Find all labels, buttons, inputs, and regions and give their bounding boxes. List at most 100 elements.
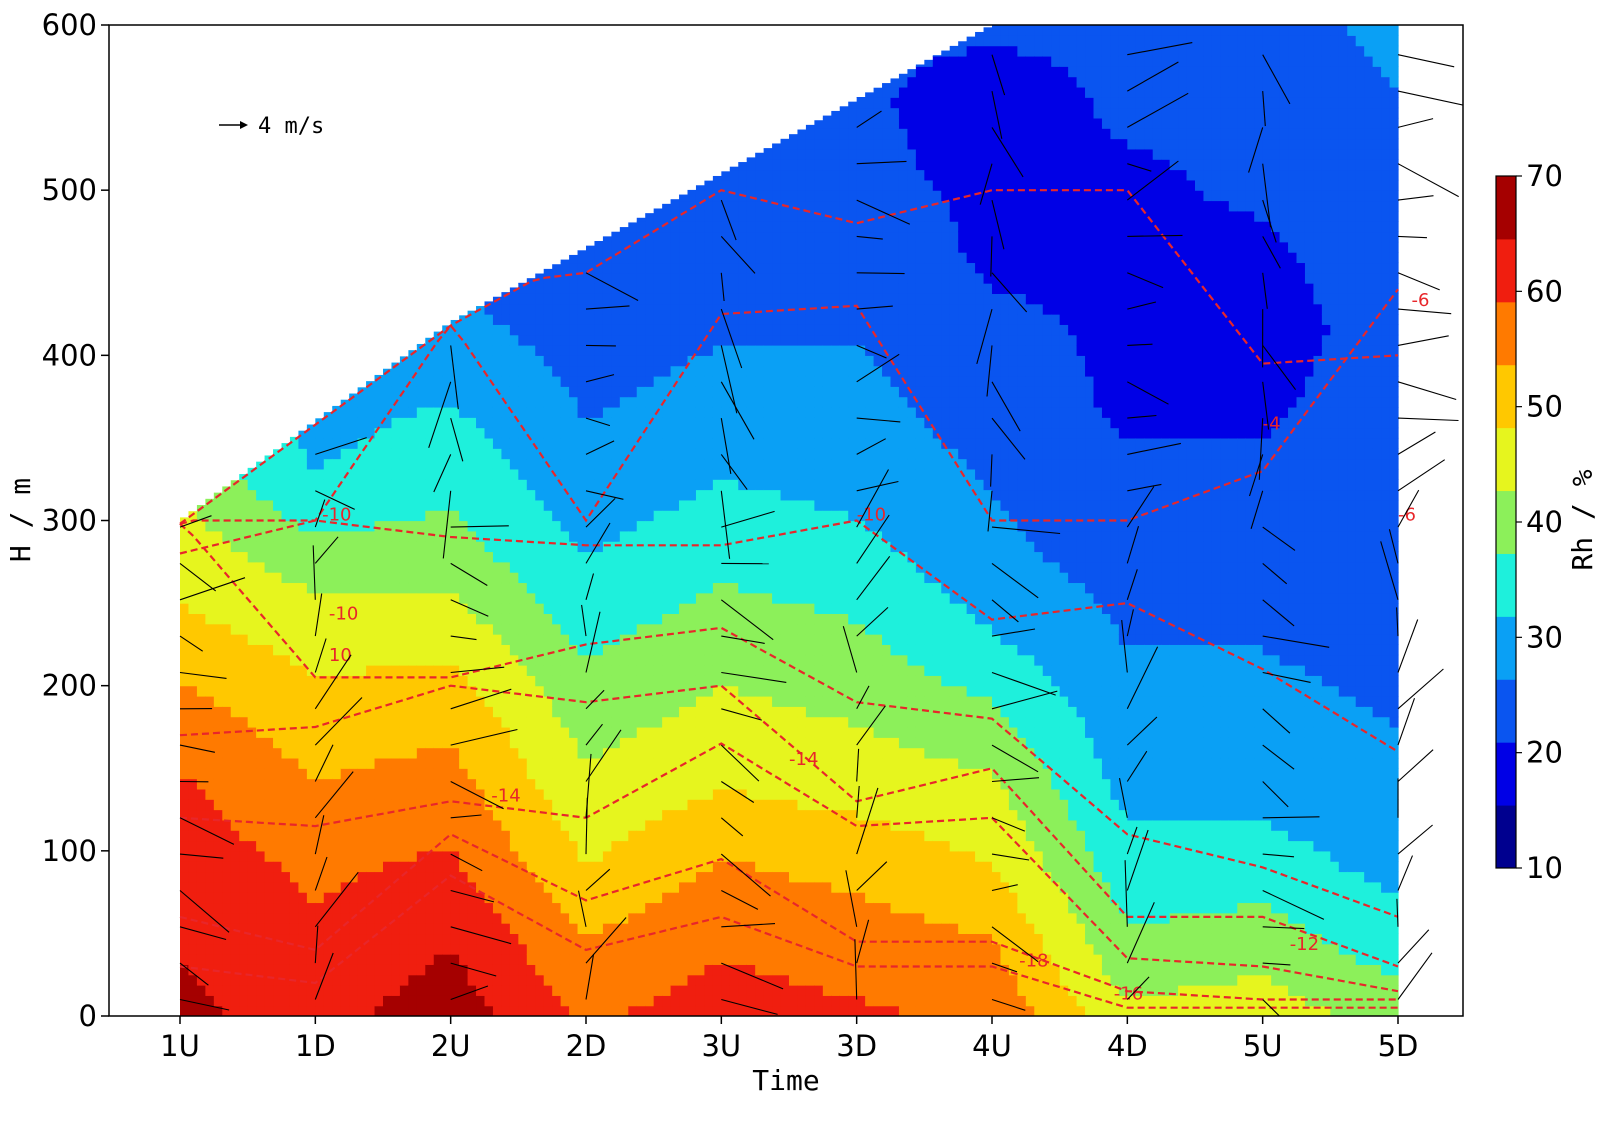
rh-cell bbox=[721, 892, 731, 904]
rh-cell bbox=[366, 386, 376, 398]
rh-cell bbox=[509, 592, 519, 604]
rh-cell bbox=[662, 520, 672, 532]
rh-cell bbox=[628, 345, 638, 356]
rh-cell bbox=[602, 799, 612, 811]
rh-cell bbox=[653, 324, 663, 336]
rh-cell bbox=[569, 365, 579, 377]
rh-cell bbox=[721, 871, 731, 883]
rh-cell bbox=[391, 778, 401, 790]
rh-cell bbox=[526, 582, 536, 594]
rh-cell bbox=[755, 499, 765, 511]
rh-cell bbox=[619, 448, 629, 460]
rh-cell bbox=[518, 386, 528, 398]
rh-cell bbox=[213, 665, 223, 676]
rh-cell bbox=[501, 489, 511, 501]
rh-cell bbox=[535, 768, 545, 780]
rh-cell bbox=[729, 799, 739, 811]
rh-cell bbox=[391, 985, 401, 996]
rh-cell bbox=[433, 489, 443, 501]
rh-cell bbox=[560, 603, 570, 614]
rh-cell bbox=[628, 417, 638, 429]
rh-cell bbox=[188, 592, 198, 604]
rh-cell bbox=[738, 221, 748, 233]
rh-cell bbox=[763, 861, 773, 873]
rh-cell bbox=[602, 561, 612, 573]
rh-cell bbox=[332, 964, 342, 976]
rh-cell bbox=[594, 623, 604, 635]
rh-cell bbox=[586, 871, 596, 883]
rh-cell bbox=[408, 375, 418, 387]
rh-cell bbox=[653, 582, 663, 594]
rh-cell bbox=[306, 726, 316, 738]
rh-cell bbox=[315, 448, 325, 460]
rh-cell bbox=[695, 551, 706, 563]
rh-cell bbox=[383, 448, 393, 460]
rh-cell bbox=[755, 819, 765, 831]
rh-cell bbox=[645, 272, 655, 284]
rh-cell bbox=[484, 468, 494, 480]
rh-cell bbox=[391, 954, 401, 965]
rh-cell bbox=[535, 406, 545, 418]
rh-cell bbox=[687, 510, 697, 522]
rh-cell bbox=[476, 314, 486, 325]
rh-cell bbox=[366, 685, 376, 697]
rh-cell bbox=[670, 716, 680, 728]
rh-cell bbox=[772, 985, 782, 996]
rh-cell bbox=[518, 644, 528, 656]
rh-cell bbox=[450, 334, 460, 346]
rh-cell bbox=[611, 737, 621, 749]
rh-cell bbox=[670, 861, 680, 873]
rh-cell bbox=[484, 654, 494, 666]
rh-cell bbox=[695, 499, 706, 511]
rh-cell bbox=[594, 520, 604, 532]
rh-cell bbox=[619, 272, 629, 284]
rh-cell bbox=[399, 840, 409, 852]
rh-cell bbox=[391, 644, 401, 656]
rh-cell bbox=[374, 437, 384, 449]
rh-cell bbox=[315, 954, 325, 965]
rh-cell bbox=[687, 685, 697, 697]
rh-cell bbox=[509, 912, 519, 924]
rh-cell bbox=[662, 448, 672, 460]
rh-cell bbox=[349, 985, 359, 996]
rh-cell bbox=[704, 489, 714, 501]
rh-cell bbox=[298, 561, 308, 573]
rh-cell bbox=[399, 489, 409, 501]
rh-cell bbox=[357, 685, 367, 697]
rh-cell bbox=[602, 819, 612, 831]
rh-cell bbox=[712, 902, 722, 914]
rh-cell bbox=[180, 850, 190, 862]
rh-cell bbox=[366, 458, 376, 470]
rh-cell bbox=[586, 386, 596, 398]
rh-cell bbox=[315, 613, 325, 625]
rh-cell bbox=[247, 695, 257, 707]
rh-cell bbox=[755, 262, 765, 274]
rh-cell bbox=[281, 747, 291, 759]
rh-cell bbox=[619, 613, 629, 625]
rh-cell bbox=[433, 665, 443, 676]
rh-cell bbox=[247, 665, 257, 676]
rh-cell bbox=[425, 912, 435, 924]
rh-cell bbox=[264, 985, 274, 996]
rh-cell bbox=[721, 685, 731, 697]
rh-cell bbox=[509, 634, 519, 645]
rh-cell bbox=[679, 592, 689, 604]
rh-cell bbox=[721, 592, 731, 604]
rh-cell bbox=[695, 985, 706, 996]
rh-cell bbox=[340, 675, 350, 687]
rh-cell bbox=[729, 345, 739, 356]
rh-cell bbox=[408, 406, 418, 418]
rh-cell bbox=[704, 200, 714, 212]
rh-cell bbox=[526, 964, 536, 976]
rh-cell bbox=[349, 840, 359, 852]
rh-cell bbox=[746, 582, 756, 594]
rh-cell bbox=[408, 634, 418, 645]
rh-cell bbox=[476, 861, 486, 873]
rh-cell bbox=[416, 541, 426, 553]
rh-cell bbox=[484, 561, 494, 573]
rh-cell bbox=[425, 375, 435, 387]
rh-cell bbox=[459, 974, 469, 986]
rh-cell bbox=[247, 902, 257, 914]
rh-cell bbox=[450, 510, 460, 522]
rh-cell bbox=[518, 1005, 528, 1016]
